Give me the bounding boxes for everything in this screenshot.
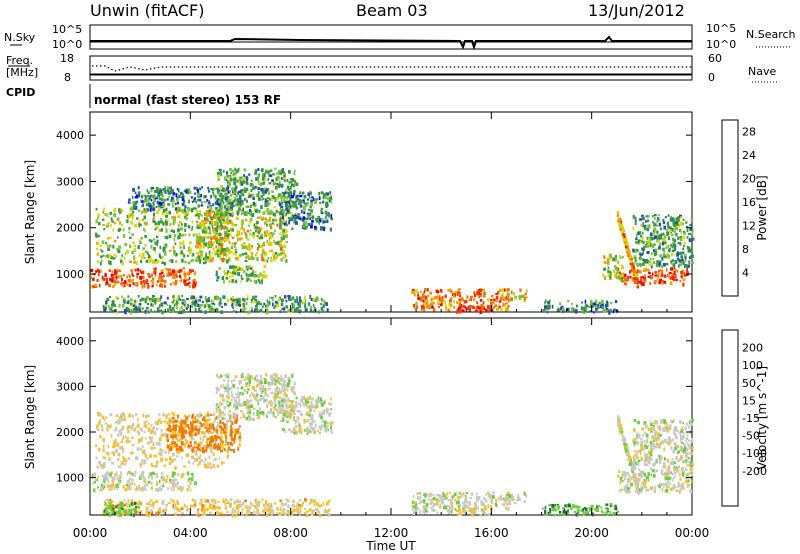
- freq-left-tick-bottom: 8: [64, 71, 71, 84]
- ytick-label: 4000: [56, 129, 84, 142]
- velocity-region: [103, 501, 142, 517]
- power-region: [411, 288, 510, 313]
- velocity-region: [411, 491, 512, 516]
- velocity-heatmap: [91, 372, 695, 518]
- power-trail: [616, 211, 640, 289]
- nave-trace: [92, 65, 692, 72]
- velocity-colorbar-tick: 15: [742, 394, 756, 407]
- freq-right-label: Nave: [748, 65, 777, 78]
- power-region: [216, 167, 299, 217]
- power-colorbar-tick: 24: [742, 149, 756, 162]
- power-region: [215, 264, 268, 285]
- power-colorbar-tick: 4: [742, 267, 749, 280]
- velocity-colorbar-tick: 200: [742, 342, 763, 355]
- power-colorbar-frame: [721, 119, 739, 297]
- xtick-label: 08:00: [273, 526, 308, 540]
- noise-left-label: N.Sky: [4, 31, 36, 44]
- freq-left-label-1: Freq.: [6, 54, 34, 67]
- noise-left-tick-top: 10^5: [52, 23, 83, 36]
- power-region: [278, 190, 333, 232]
- velocity-colorbar-tick: -15: [742, 412, 760, 425]
- freq-right-tick-bottom: 0: [708, 71, 715, 84]
- xtick-label: 00:00: [73, 526, 108, 540]
- power-colorbar-tick: 28: [742, 126, 756, 139]
- power-region: [602, 253, 624, 282]
- power-colorbar-tick: 8: [742, 243, 749, 256]
- velocity-colorbar-tick: -50: [742, 430, 760, 443]
- power-heatmap: [90, 167, 695, 315]
- noise-left-tick-bottom: 10^0: [52, 38, 83, 51]
- velocity-region: [91, 470, 197, 493]
- power-colorbar-tick: 16: [742, 196, 756, 209]
- ytick-label: 4000: [56, 335, 84, 348]
- ytick-label: 3000: [56, 380, 84, 393]
- power-colorbar-tick: 12: [742, 220, 756, 233]
- velocity-panel-frame: [89, 317, 693, 516]
- beam-title: Beam 03: [356, 1, 428, 20]
- freq-right-tick-top: 60: [708, 52, 722, 65]
- power-colorbar-label: Power [dB]: [755, 175, 769, 240]
- ytick-label: 2000: [56, 426, 84, 439]
- power-region: [542, 299, 619, 315]
- xtick-label: 04:00: [173, 526, 208, 540]
- noise-sky-trace: [90, 35, 692, 51]
- power-region: [506, 288, 528, 302]
- power-region: [632, 213, 695, 269]
- velocity-region: [632, 418, 695, 472]
- freq-left-label-2: [MHz]: [6, 66, 39, 79]
- noise-right-label: N.Search: [746, 28, 796, 41]
- xlabel: Time UT: [365, 539, 416, 553]
- velocity-region: [215, 372, 298, 422]
- xtick-label: 20:00: [574, 526, 609, 540]
- power-region: [616, 267, 690, 287]
- velocity-colorbar-label: Velocity [m s^-1]: [755, 366, 769, 470]
- freq-panel-frame: [89, 55, 693, 81]
- velocity-ylabel: Slant Range [km]: [23, 365, 37, 469]
- station-title: Unwin (fitACF): [90, 1, 205, 20]
- xtick-label: 12:00: [374, 526, 409, 540]
- power-colorbar-tick: 20: [742, 173, 756, 186]
- velocity-colorbar-tick: -200: [742, 465, 767, 478]
- ytick-label: 2000: [56, 222, 84, 235]
- velocity-region: [506, 491, 528, 505]
- noise-panel-frame: [89, 24, 693, 50]
- velocity-colorbar-tick: 100: [742, 359, 763, 372]
- xtick-label: 16:00: [474, 526, 509, 540]
- xtick-label: 00:00: [675, 526, 710, 540]
- velocity-region: [166, 413, 242, 454]
- ytick-label: 1000: [56, 472, 84, 485]
- velocity-trail: [616, 415, 640, 492]
- power-region: [90, 267, 197, 289]
- colorbars: 4 8 12 16 20 24 28 200 100 50 15 -15 -50 -100 -200: [742, 126, 767, 478]
- freq-left-tick-top: 18: [60, 52, 74, 65]
- ytick-label: 1000: [56, 268, 84, 281]
- date-title: 13/Jun/2012: [588, 1, 685, 20]
- velocity-region: [616, 468, 694, 495]
- noise-right-tick-top: 10^5: [706, 22, 737, 35]
- power-region: [102, 294, 329, 315]
- velocity-colorbar-tick: -100: [742, 447, 767, 460]
- power-ylabel: Slant Range [km]: [23, 160, 37, 264]
- velocity-colorbar-tick: 50: [742, 377, 756, 390]
- cpid-label: CPID: [6, 86, 36, 99]
- power-region: [127, 186, 231, 213]
- velocity-region: [278, 395, 334, 435]
- velocity-colorbar-frame: [721, 329, 739, 507]
- noise-right-tick-bottom: 10^0: [706, 38, 737, 51]
- ytick-label: 3000: [56, 175, 84, 188]
- cpid-mode: normal (fast stereo) 153 RF: [94, 93, 282, 107]
- axes-layer: 1000 2000 3000 4000 1000 2000 3000 4000 00:00 04:…: [56, 112, 709, 540]
